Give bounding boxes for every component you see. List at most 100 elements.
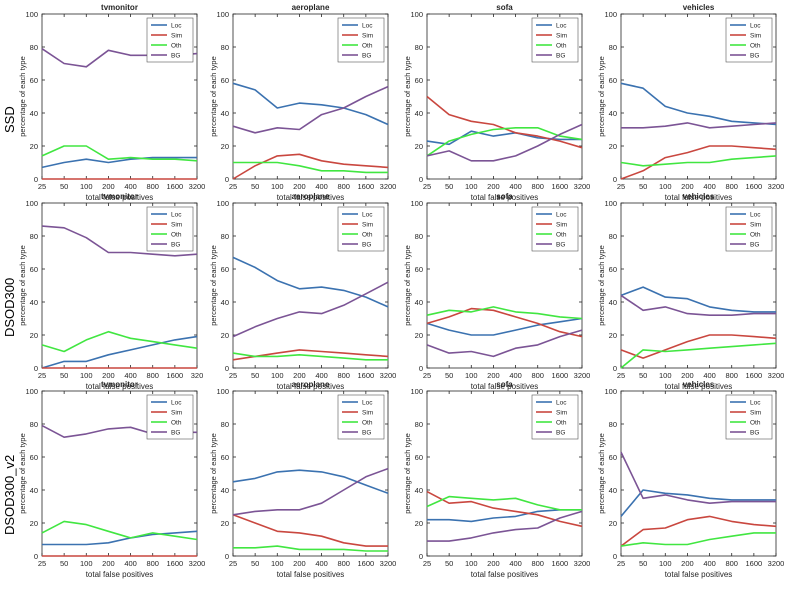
chart-dsod300-tvmonitor: 0 20 40 60 80 100 25 50 100 200 400 800 1600 320 tvmon… — [18, 192, 203, 391]
legend-label-loc: Loc — [171, 400, 182, 407]
y-tick-label: 40 — [609, 486, 617, 495]
legend-label-sim: Sim — [362, 410, 373, 417]
y-tick-label: 40 — [221, 298, 229, 307]
legend-label-oth: Oth — [750, 232, 761, 239]
chart-title: tvmonitor — [101, 3, 138, 12]
legend: Loc Sim Oth BG — [146, 394, 194, 440]
y-tick-label: 40 — [415, 109, 423, 118]
y-tick-label: 0 — [34, 364, 38, 373]
legend-label-oth: Oth — [556, 43, 567, 50]
series-line-loc — [620, 82, 777, 126]
x-tick-label: 200 — [102, 371, 115, 380]
legend-label-sim: Sim — [171, 410, 182, 417]
y-tick-label: 20 — [30, 142, 38, 151]
chart-ssd-tvmonitor: 0 20 40 60 80 100 25 50 100 200 400 800 1600 3200 tvmo… — [18, 3, 205, 202]
y-tick-label: 100 — [604, 10, 617, 19]
y-tick-label: 100 — [216, 387, 229, 396]
chart-title: tvmonitor — [101, 192, 138, 201]
legend-label-loc: Loc — [362, 212, 373, 219]
legend-label-oth: Oth — [171, 420, 182, 427]
x-tick-label: 3200 — [380, 371, 397, 380]
series-line-sim — [426, 307, 583, 338]
x-tick-label: 100 — [465, 559, 478, 568]
y-tick-label: 100 — [25, 199, 38, 208]
legend-label-oth: Oth — [171, 232, 182, 239]
legend-label-sim: Sim — [750, 33, 761, 40]
legend-label-oth: Oth — [556, 232, 567, 239]
legend-label-bg: BG — [171, 242, 180, 249]
y-tick-label: 60 — [221, 265, 229, 274]
y-tick-label: 20 — [609, 331, 617, 340]
y-tick-label: 80 — [221, 43, 229, 52]
series-line-oth — [232, 352, 388, 361]
series-line-oth — [620, 155, 777, 167]
x-tick-label: 100 — [80, 559, 93, 568]
x-tick-label: 25 — [229, 182, 237, 191]
legend: Loc Sim Oth BG — [531, 17, 579, 63]
x-tick-label: 200 — [102, 182, 115, 191]
y-tick-label: 20 — [30, 331, 38, 340]
legend-label-sim: Sim — [750, 410, 761, 417]
x-tick-label: 50 — [60, 371, 68, 380]
x-tick-label: 800 — [531, 559, 544, 568]
x-tick-label: 100 — [659, 182, 672, 191]
x-axis-label: total false positives — [277, 193, 345, 202]
legend-label-bg: BG — [362, 242, 371, 249]
y-tick-label: 40 — [609, 109, 617, 118]
series-line-bg — [426, 123, 583, 162]
y-axis-label: percentage of each type — [209, 433, 218, 513]
y-tick-label: 60 — [609, 76, 617, 85]
x-tick-label: 800 — [725, 371, 738, 380]
series-line-oth — [233, 161, 388, 174]
x-tick-label: 200 — [293, 182, 306, 191]
series-line-oth — [41, 145, 198, 162]
legend-label-bg: BG — [362, 53, 371, 60]
legend-label-sim: Sim — [750, 222, 761, 229]
legend: Loc Sim Oth BG — [146, 206, 194, 252]
x-tick-label: 50 — [445, 182, 453, 191]
chart-title: vehicles — [683, 3, 715, 12]
x-axis-label: total false positives — [665, 193, 733, 202]
series-line-oth — [41, 330, 198, 353]
x-tick-label: 800 — [337, 371, 350, 380]
x-tick-label: 800 — [146, 182, 159, 191]
y-tick-label: 80 — [609, 420, 617, 429]
series-line-loc — [41, 156, 197, 169]
x-axis-label: total false positives — [665, 382, 733, 391]
x-tick-label: 25 — [38, 182, 46, 191]
x-tick-label: 1600 — [358, 371, 375, 380]
y-tick-label: 0 — [613, 175, 617, 184]
x-tick-label: 3200 — [768, 182, 785, 191]
x-tick-label: 200 — [487, 182, 500, 191]
y-tick-label: 40 — [221, 109, 229, 118]
y-tick-label: 20 — [609, 142, 617, 151]
x-axis-label: total false positives — [86, 193, 154, 202]
legend-label-sim: Sim — [362, 222, 373, 229]
series-line-oth — [620, 532, 776, 547]
x-tick-label: 800 — [337, 182, 350, 191]
y-tick-label: 20 — [30, 519, 38, 528]
series-line-oth — [620, 342, 777, 369]
x-tick-label: 400 — [315, 182, 328, 191]
x-tick-label: 25 — [617, 371, 625, 380]
y-tick-label: 80 — [609, 232, 617, 241]
y-tick-label: 20 — [415, 519, 423, 528]
x-tick-label: 100 — [271, 559, 284, 568]
legend-label-oth: Oth — [362, 420, 373, 427]
legend-label-loc: Loc — [750, 23, 761, 30]
legend-label-sim: Sim — [556, 33, 567, 40]
x-tick-label: 25 — [617, 182, 625, 191]
y-tick-label: 20 — [221, 142, 229, 151]
y-axis-label: percentage of each type — [18, 245, 27, 325]
x-tick-label: 3200 — [380, 182, 397, 191]
x-axis-label: total false positives — [277, 570, 345, 579]
legend-label-loc: Loc — [556, 400, 567, 407]
series-line-sim — [620, 515, 777, 547]
series-line-loc — [41, 335, 198, 369]
y-axis-label: percentage of each type — [597, 56, 606, 136]
y-tick-label: 20 — [609, 519, 617, 528]
series-line-oth — [233, 545, 388, 552]
legend-label-bg: BG — [556, 242, 565, 249]
x-tick-label: 25 — [423, 559, 431, 568]
